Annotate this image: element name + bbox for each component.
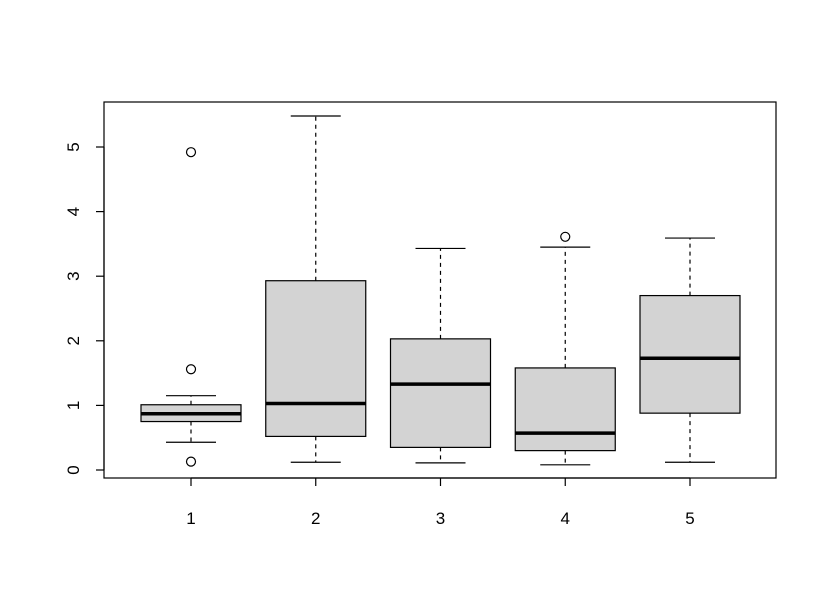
y-tick-label: 2: [64, 336, 83, 345]
x-tick-label: 5: [685, 509, 694, 528]
box: [265, 280, 367, 438]
y-tick-label: 0: [64, 465, 83, 474]
y-tick-label: 5: [64, 142, 83, 151]
outlier-point: [185, 456, 197, 467]
y-tick-label: 4: [64, 207, 83, 216]
box: [389, 338, 492, 448]
box: [639, 294, 741, 414]
box: [514, 367, 616, 452]
plot-area: 1 2 3 4 5 0 1 2 3 4 5: [64, 101, 777, 528]
x-tick-label: 3: [436, 509, 445, 528]
x-tick-label: 1: [186, 509, 195, 528]
x-tick-label: 2: [311, 509, 320, 528]
outlier-point: [185, 147, 197, 158]
y-tick-label: 1: [64, 401, 83, 410]
outlier-point: [560, 231, 571, 242]
outlier-point: [185, 364, 197, 375]
x-tick-label: 4: [561, 509, 570, 528]
y-tick-label: 3: [64, 271, 83, 280]
